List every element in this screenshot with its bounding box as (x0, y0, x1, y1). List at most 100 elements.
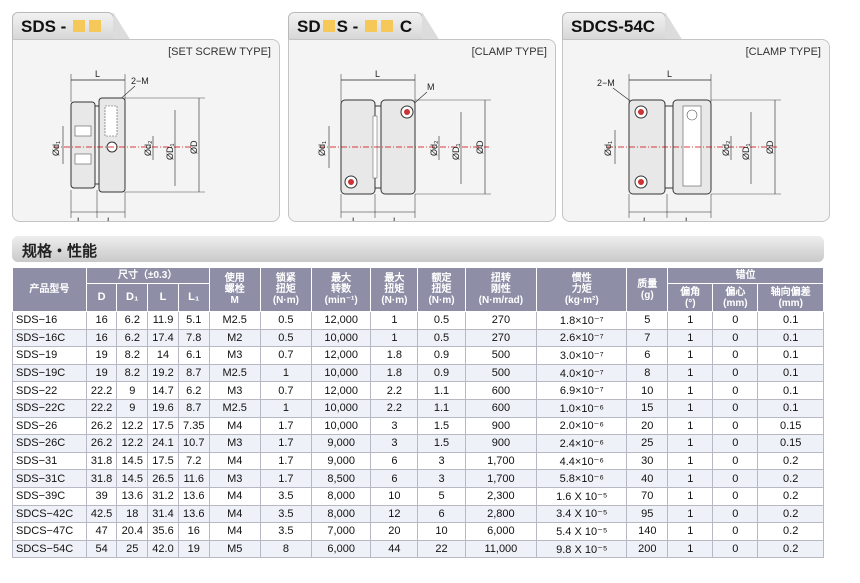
cell-lock: 3.5 (259, 504, 312, 524)
placeholder-square (381, 20, 394, 32)
cell-angle: 1 (667, 522, 714, 541)
cell-axial: 0.1 (757, 398, 824, 418)
cell-L1: 7.35 (177, 416, 210, 436)
cell-speed: 9,000 (310, 434, 372, 453)
cell-inertia: 1.6 X 10⁻⁵ (536, 486, 628, 506)
coupling-drawing: L 2−M Ød₂ ØD₁ ØD Ød₁ (51, 69, 205, 221)
cell-mass: 8 (626, 363, 669, 383)
cell-stiff: 1,700 (464, 469, 538, 488)
cell-speed: 8,500 (310, 469, 372, 488)
label-L1-left: L₁ (77, 216, 85, 221)
cell-lock: 0.5 (259, 311, 312, 330)
cell-inertia: 4.4×10⁻⁶ (536, 451, 628, 471)
cell-offset: 0 (712, 381, 759, 400)
cell-model: SDCS−47C (12, 522, 87, 541)
cell-model: SDCS−42C (12, 504, 87, 524)
cell-stiff: 500 (464, 363, 538, 383)
cell-angle: 1 (667, 398, 714, 418)
panel-title: SD S - C (288, 12, 441, 41)
cell-M: M3 (208, 346, 261, 365)
cell-rated: 3 (417, 451, 466, 471)
cell-d1: 12.2 (116, 434, 149, 453)
cell-speed: 10,000 (310, 363, 372, 383)
cell-rated: 0.5 (417, 328, 466, 348)
cell-L1: 7.8 (177, 328, 210, 348)
cell-M: M2.5 (208, 311, 261, 330)
panel-sds: SDS - [SET SCREW TYPE] L 2−M (12, 12, 280, 222)
cell-L: 19.6 (147, 398, 179, 418)
cell-lock: 0.5 (259, 328, 312, 348)
label-L: L (95, 69, 100, 79)
cell-L1: 13.6 (177, 486, 210, 506)
cell-model: SDS−16C (12, 328, 87, 348)
cell-lock: 1 (259, 398, 312, 418)
cell-axial: 0.2 (757, 522, 824, 541)
cell-d1: 9 (116, 381, 149, 400)
coupling-drawing: L 2−M Ød₂ ØD₁ ØD Ød₁ (597, 69, 781, 221)
th-lock-torque: 锁紧 扭矩 (N·m) (259, 267, 312, 312)
cell-inertia: 9.8 X 10⁻⁵ (536, 539, 628, 559)
cell-L: 19.2 (147, 363, 179, 383)
panel-title: SDS - (12, 12, 132, 41)
label-D: ØD (475, 140, 485, 154)
th-max-speed: 最大 转数 (min⁻¹) (310, 267, 372, 312)
cell-M: M3 (208, 381, 261, 400)
cell-D: 31.8 (85, 469, 118, 488)
table-row: SDCS−47C 47 20.4 35.6 16 M4 3.5 7,000 20 10 6,000 5… (12, 522, 824, 541)
cell-D: 39 (85, 486, 118, 506)
cell-offset: 0 (712, 522, 759, 541)
cell-L1: 8.7 (177, 363, 210, 383)
cell-model: SDS−39C (12, 486, 87, 506)
cell-L: 31.2 (147, 486, 179, 506)
cell-stiff: 900 (464, 434, 538, 453)
cell-stiff: 500 (464, 346, 538, 365)
th-stiffness: 扭转 刚性 (N·m/rad) (464, 267, 538, 312)
cell-axial: 0.15 (757, 434, 824, 453)
cell-L: 42.0 (147, 539, 179, 559)
placeholder-square (73, 20, 86, 32)
cell-inertia: 3.0×10⁻⁷ (536, 346, 628, 365)
cell-d1: 13.6 (116, 486, 149, 506)
cell-axial: 0.2 (757, 486, 824, 506)
cell-D: 16 (85, 328, 118, 348)
cell-speed: 9,000 (310, 451, 372, 471)
label-L1-right: L₁ (107, 216, 115, 221)
cell-L1: 10.7 (177, 434, 210, 453)
cell-angle: 1 (667, 416, 714, 436)
label-d2: Ød₂ (143, 140, 153, 156)
cell-lock: 1 (259, 363, 312, 383)
cell-stiff: 270 (464, 328, 538, 348)
cell-angle: 1 (667, 504, 714, 524)
cell-L1: 6.1 (177, 346, 210, 365)
cell-maxt: 12 (370, 504, 419, 524)
th-mass: 质量 (g) (626, 267, 669, 312)
cell-speed: 7,000 (310, 522, 372, 541)
cell-lock: 8 (259, 539, 312, 559)
cell-speed: 10,000 (310, 416, 372, 436)
spec-table: 产品型号 尺寸（±0.3） 使用 螺栓 M 锁紧 扭矩 (N·m) 最大 转数 (min⁻¹… (12, 267, 824, 559)
cell-D: 47 (85, 522, 118, 541)
placeholder-square (322, 20, 335, 32)
cell-model: SDS−22 (12, 381, 87, 400)
label-D1: ØD₁ (165, 143, 175, 160)
cell-inertia: 1.8×10⁻⁷ (536, 311, 628, 330)
title-mid: S - (336, 17, 359, 36)
cell-speed: 10,000 (310, 398, 372, 418)
label-L1-right: L₁ (393, 216, 401, 221)
cell-L: 17.5 (147, 416, 179, 436)
cell-lock: 1.7 (259, 469, 312, 488)
label-L1-left: L₁ (352, 216, 360, 221)
cell-D: 42.5 (85, 504, 118, 524)
cell-maxt: 6 (370, 469, 419, 488)
cell-axial: 0.2 (757, 504, 824, 524)
cell-d1: 8.2 (116, 346, 149, 365)
cell-mass: 15 (626, 398, 669, 418)
table-row: SDS−16 16 6.2 11.9 5.1 M2.5 0.5 12,000 1 0.5 270 1.… (12, 311, 824, 330)
cell-inertia: 3.4 X 10⁻⁵ (536, 504, 628, 524)
table-row: SDS−22C 22.2 9 19.6 8.7 M2.5 1 10,000 2.2 1.1 600 1… (12, 398, 824, 418)
cell-axial: 0.2 (757, 451, 824, 471)
label-d2: Ød₂ (429, 140, 439, 156)
cell-model: SDS−26C (12, 434, 87, 453)
cell-M: M3 (208, 434, 261, 453)
cell-offset: 0 (712, 469, 759, 488)
